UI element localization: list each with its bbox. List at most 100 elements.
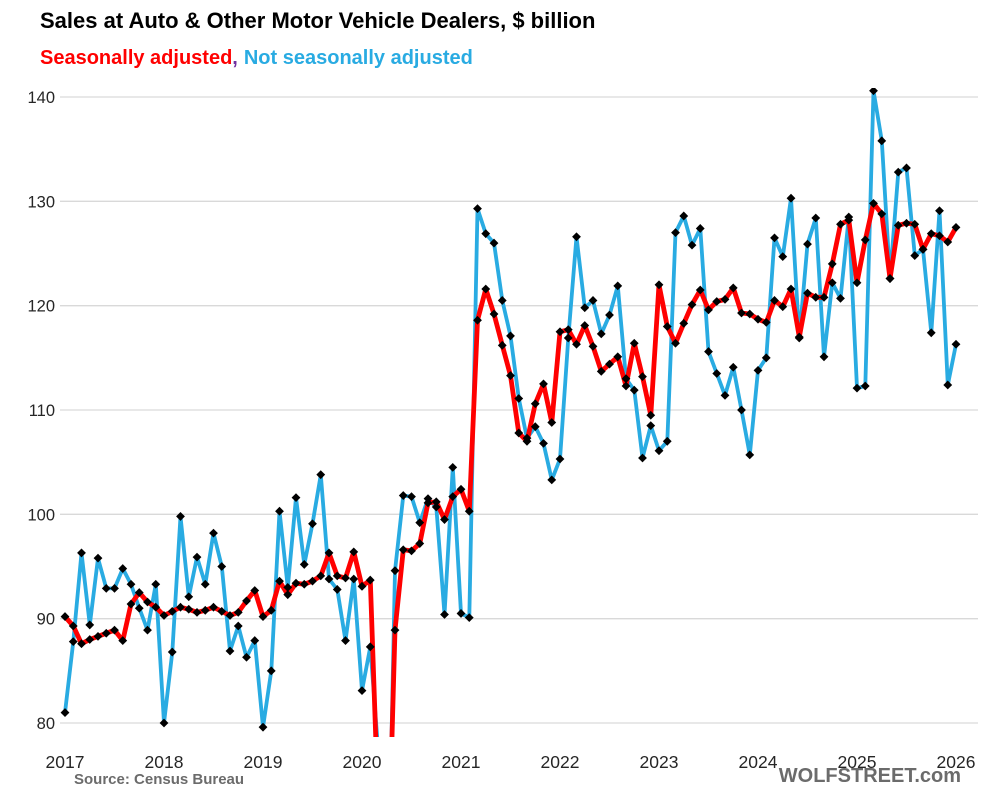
- data-point-marker: [184, 592, 194, 602]
- data-point-marker: [819, 352, 829, 362]
- data-point-marker: [242, 652, 251, 662]
- data-point-marker: [60, 708, 70, 717]
- legend-separator: ,: [232, 47, 238, 69]
- data-point-marker: [258, 722, 268, 732]
- data-point-marker: [167, 606, 177, 616]
- data-point-marker: [85, 620, 95, 630]
- data-point-marker: [910, 219, 920, 229]
- data-point-marker: [93, 632, 103, 641]
- x-tick-label: 2019: [244, 752, 283, 772]
- data-point-marker: [852, 383, 862, 393]
- data-point-marker: [93, 553, 103, 563]
- data-point-marker: [101, 584, 111, 593]
- y-tick-label: 130: [27, 193, 55, 211]
- data-point-marker: [151, 602, 161, 612]
- data-point-marker: [217, 606, 227, 616]
- data-point-marker: [217, 562, 227, 571]
- data-point-marker: [572, 232, 581, 242]
- data-point-marker: [893, 167, 903, 177]
- data-point-marker: [316, 470, 326, 480]
- data-point-marker: [621, 374, 631, 384]
- y-tick-label: 90: [37, 611, 55, 629]
- data-point-marker: [250, 586, 260, 595]
- data-point-marker: [943, 237, 953, 247]
- x-tick-label: 2024: [739, 752, 778, 772]
- data-point-marker: [357, 686, 367, 696]
- data-point-marker: [118, 636, 128, 645]
- data-point-marker: [365, 642, 375, 652]
- data-point-marker: [926, 229, 936, 239]
- data-point-marker: [580, 321, 590, 330]
- data-point-marker: [110, 625, 119, 635]
- data-point-marker: [85, 635, 95, 644]
- data-point-marker: [250, 636, 260, 645]
- data-point-marker: [481, 229, 491, 239]
- data-point-marker: [192, 552, 202, 562]
- data-point-marker: [275, 506, 284, 516]
- data-point-marker: [398, 491, 408, 500]
- data-point-marker: [530, 422, 540, 432]
- data-point-marker: [629, 385, 639, 395]
- data-point-marker: [753, 365, 763, 375]
- data-point-marker: [440, 515, 449, 524]
- sa-series-line: [62, 200, 959, 737]
- data-point-marker: [662, 322, 672, 331]
- data-point-marker: [473, 204, 482, 214]
- data-point-marker: [745, 450, 755, 460]
- data-point-marker: [580, 303, 590, 313]
- legend-not-seasonally-adjusted: Not seasonally adjusted: [243, 47, 473, 69]
- data-point-marker: [77, 639, 86, 649]
- data-point-marker: [126, 579, 136, 589]
- data-point-marker: [332, 585, 342, 594]
- data-point-marker: [357, 581, 367, 591]
- y-axis-labels: 80 90 100 110 120 130 140: [27, 89, 55, 733]
- data-point-marker: [555, 454, 565, 464]
- data-point-marker: [613, 281, 623, 291]
- data-point-marker: [209, 528, 218, 538]
- x-tick-label: 2022: [541, 752, 580, 772]
- data-point-marker: [159, 611, 169, 620]
- data-point-marker: [596, 366, 606, 376]
- data-point-marker: [308, 576, 317, 586]
- data-point-marker: [638, 453, 647, 463]
- data-point-marker: [324, 574, 334, 584]
- data-point-marker: [431, 502, 441, 512]
- data-point-marker: [844, 215, 854, 225]
- data-point-marker: [266, 666, 276, 676]
- data-point-marker: [547, 475, 557, 485]
- data-point-marker: [398, 545, 408, 555]
- data-point-marker: [530, 399, 540, 409]
- data-point-marker: [134, 588, 144, 597]
- data-point-marker: [563, 325, 573, 335]
- data-point-marker: [365, 575, 375, 585]
- data-point-marker: [827, 259, 837, 269]
- data-point-marker: [770, 296, 779, 305]
- data-point-marker: [679, 211, 689, 221]
- data-point-marker: [431, 497, 441, 507]
- data-point-marker: [209, 602, 218, 612]
- y-tick-label: 120: [27, 298, 55, 316]
- data-point-marker: [737, 308, 746, 318]
- data-point-marker: [68, 637, 78, 647]
- data-point-marker: [547, 418, 557, 427]
- data-point-marker: [539, 438, 548, 448]
- data-point-marker: [613, 352, 623, 362]
- data-point-marker: [910, 251, 920, 260]
- data-point-marker: [671, 228, 680, 238]
- data-point-marker: [242, 596, 251, 606]
- data-point-marker: [778, 302, 788, 312]
- data-point-marker: [349, 574, 359, 584]
- data-point-marker: [869, 88, 878, 96]
- data-point-marker: [332, 571, 342, 581]
- data-point-marker: [720, 295, 730, 304]
- series-lines: [62, 88, 959, 737]
- x-tick-label: 2025: [838, 752, 877, 772]
- data-point-marker: [695, 285, 705, 295]
- data-point-marker: [687, 300, 697, 310]
- chart-legend: Seasonally adjusted, Not seasonally adjus…: [40, 47, 473, 70]
- data-point-marker: [902, 218, 911, 228]
- data-point-marker: [646, 421, 656, 431]
- data-point-marker: [629, 338, 639, 348]
- x-tick-label: 2023: [640, 752, 679, 772]
- legend-seasonally-adjusted: Seasonally adjusted: [40, 47, 233, 69]
